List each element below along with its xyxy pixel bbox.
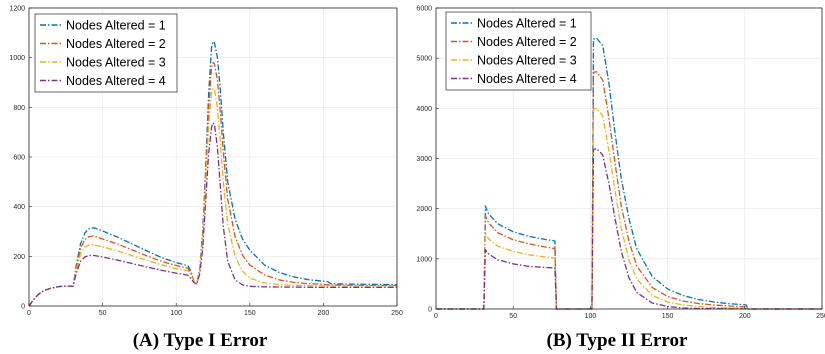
panel-a-legend: Nodes Altered = 1 Nodes Altered = 2 Nodes …	[34, 13, 178, 93]
y-tick-label: 1000	[9, 55, 25, 62]
legend-label-4: Nodes Altered = 4	[66, 74, 166, 88]
legend-label-4: Nodes Altered = 4	[477, 72, 577, 86]
y-tick-label: 0	[428, 307, 432, 314]
panel-b-series	[436, 37, 822, 310]
x-tick-label: 200	[739, 313, 751, 320]
x-tick-label: 0	[27, 310, 31, 317]
legend-label-2: Nodes Altered = 2	[66, 37, 166, 51]
x-tick-label: 100	[585, 313, 597, 320]
y-tick-label: 1200	[9, 6, 25, 13]
legend-box	[445, 11, 592, 91]
legend-box	[34, 13, 178, 93]
x-tick-label: 0	[434, 313, 438, 320]
y-tick-label: 200	[13, 254, 25, 261]
legend-label-1: Nodes Altered = 1	[477, 17, 577, 31]
legend-label-1: Nodes Altered = 1	[66, 19, 166, 33]
series-line-1	[436, 37, 822, 310]
legend-label-2: Nodes Altered = 2	[477, 35, 577, 49]
x-tick-label: 50	[509, 313, 517, 320]
panel-a-ticks: 0 50 100 150 200 250 0 200 400 600 800 1000 1200	[9, 6, 403, 318]
panel-b-legend: Nodes Altered = 1 Nodes Altered = 2 Nodes …	[445, 11, 592, 91]
y-tick-label: 5000	[416, 56, 432, 63]
y-tick-label: 2000	[416, 206, 432, 213]
legend-label-3: Nodes Altered = 3	[66, 56, 166, 70]
panel-b-caption: (B) Type II Error	[547, 330, 688, 351]
y-tick-label: 400	[13, 204, 25, 211]
series-line-2	[28, 61, 397, 307]
panel-b-chart: 0 50 100 150 200 250 0 1000 2000 3000 4000 5000 6000…	[416, 6, 825, 352]
panel-b-ticks: 0 50 100 150 200 250 0 1000 2000 3000 4000 5000 6000	[416, 6, 825, 321]
panel-a-series	[28, 40, 398, 307]
y-tick-label: 0	[21, 304, 25, 311]
series-line-2	[436, 71, 822, 310]
series-line-3	[436, 107, 822, 310]
y-tick-label: 800	[13, 105, 25, 112]
series-line-4	[28, 122, 397, 307]
x-tick-label: 50	[99, 310, 107, 317]
legend-label-3: Nodes Altered = 3	[477, 54, 577, 68]
x-tick-label: 150	[244, 310, 256, 317]
series-line-4	[436, 147, 822, 310]
panel-a-caption: (A) Type I Error	[133, 330, 268, 351]
panel-a-chart: 0 50 100 150 200 250 0 200 400 600 800 1000 1200 Nod…	[9, 6, 403, 352]
y-tick-label: 1000	[416, 256, 432, 263]
y-tick-label: 4000	[416, 106, 432, 113]
x-tick-label: 250	[391, 310, 403, 317]
y-tick-label: 6000	[416, 6, 432, 13]
x-tick-label: 100	[170, 310, 182, 317]
x-tick-label: 250	[816, 313, 825, 320]
x-tick-label: 150	[662, 313, 674, 320]
x-tick-label: 200	[318, 310, 330, 317]
y-tick-label: 3000	[416, 156, 432, 163]
y-tick-label: 600	[13, 155, 25, 162]
series-line-3	[28, 88, 397, 307]
